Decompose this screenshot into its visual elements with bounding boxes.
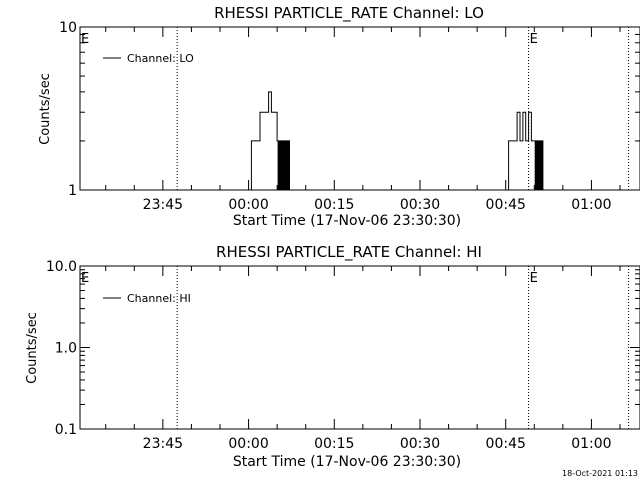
hi-x-tick-3: 00:30 xyxy=(400,436,440,452)
hi-event-lines xyxy=(176,266,630,429)
lo-event-lines xyxy=(176,27,630,190)
hi-y-tick-0: 0.1 xyxy=(55,422,77,438)
lo-x-tick-3: 00:30 xyxy=(400,197,440,213)
hi-x-tick-5: 01:00 xyxy=(571,436,611,452)
hi-x-axis-label: Start Time (17-Nov-06 23:30:30) xyxy=(233,454,461,470)
hi-x-tick-2: 00:15 xyxy=(314,436,354,452)
lo-x-tick-5: 01:00 xyxy=(571,197,611,213)
hi-y-tick-1: 1.0 xyxy=(55,341,77,357)
hi-x-tick-0: 23:45 xyxy=(143,436,183,452)
lo-legend-label: Channel: LO xyxy=(127,52,194,65)
lo-x-tick-0: 23:45 xyxy=(143,197,183,213)
lo-series-line-0 xyxy=(248,91,546,191)
lo-event-marker-0: E xyxy=(81,32,89,47)
hi-y-ticks: 0.1 1.0 10.0 xyxy=(46,259,640,438)
hi-event-marker-0: E xyxy=(81,271,89,286)
lo-y-tick-0: 1 xyxy=(68,183,77,199)
lo-x-tick-2: 00:15 xyxy=(314,197,354,213)
hi-x-ticks: 23:45 00:00 00:15 00:30 00:45 01:00 xyxy=(105,266,621,452)
hi-y-tick-2: 10.0 xyxy=(46,259,77,275)
hi-legend: Channel: HI xyxy=(103,292,191,305)
hi-legend-label: Channel: HI xyxy=(127,292,191,305)
lo-x-ticks: 23:45 00:00 00:15 00:30 00:45 01:00 xyxy=(105,27,621,213)
footer-timestamp: 18-Oct-2021 01:13 xyxy=(562,469,638,478)
lo-y-ticks: 1 10 xyxy=(59,20,640,199)
hi-event-marker-1: E xyxy=(530,271,538,286)
lo-y-axis-label: Counts/sec xyxy=(38,73,53,145)
hi-chart-title: RHESSI PARTICLE_RATE Channel: HI xyxy=(216,243,482,262)
lo-plot-frame xyxy=(79,26,640,191)
hi-y-axis-label: Counts/sec xyxy=(25,312,40,384)
lo-series xyxy=(248,91,546,191)
lo-chart-title: RHESSI PARTICLE_RATE Channel: LO xyxy=(214,4,484,23)
lo-x-tick-4: 00:45 xyxy=(486,197,526,213)
lo-x-axis-label: Start Time (17-Nov-06 23:30:30) xyxy=(233,213,461,229)
hi-x-tick-4: 00:45 xyxy=(486,436,526,452)
lo-x-tick-1: 00:00 xyxy=(228,197,268,213)
hi-plot-frame xyxy=(79,265,640,430)
lo-event-marker-1: E xyxy=(530,32,538,47)
hi-x-tick-1: 00:00 xyxy=(228,436,268,452)
lo-legend: Channel: LO xyxy=(103,52,194,65)
lo-y-tick-1: 10 xyxy=(59,20,77,36)
